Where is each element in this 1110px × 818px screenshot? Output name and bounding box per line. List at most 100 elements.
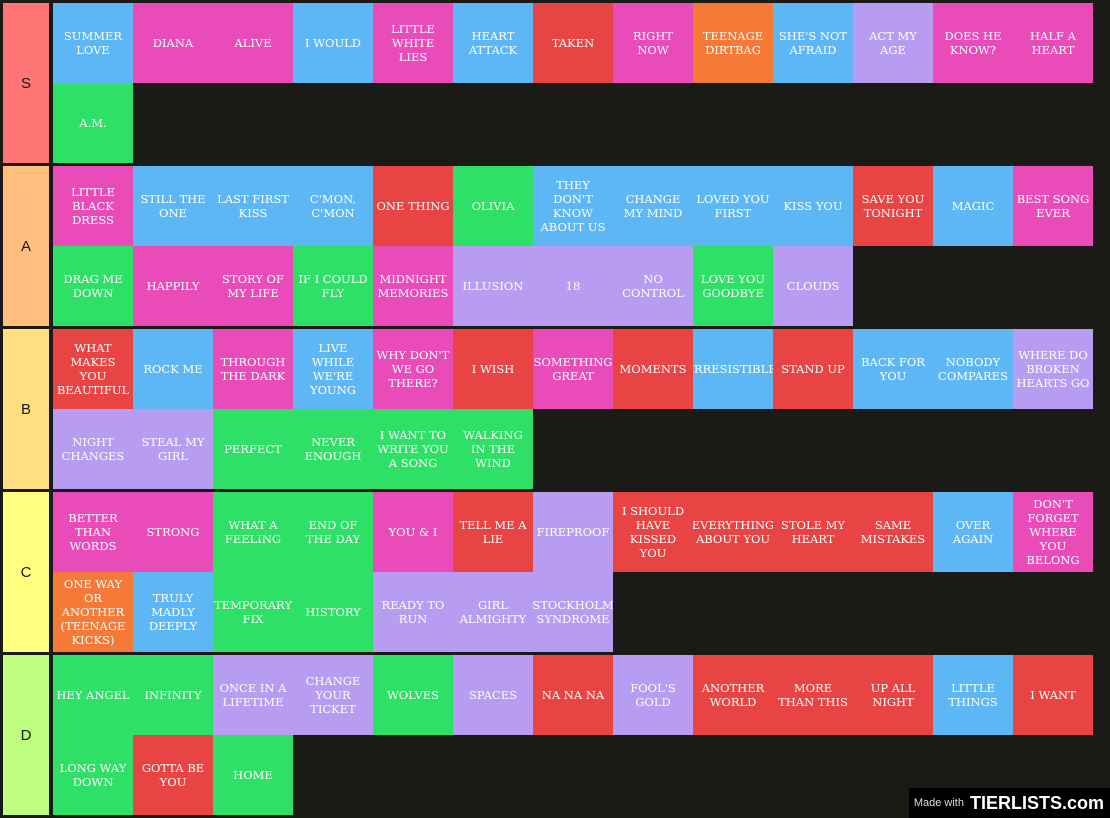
tier-item[interactable]: TEMPORARY FIX bbox=[213, 572, 293, 652]
tier-item[interactable]: BEST SONG EVER bbox=[1013, 166, 1093, 246]
tier-item[interactable]: ROCK ME bbox=[133, 329, 213, 409]
tier-item[interactable]: WALKING IN THE WIND bbox=[453, 409, 533, 489]
tier-item[interactable]: DIANA bbox=[133, 3, 213, 83]
tier-item[interactable]: STILL THE ONE bbox=[133, 166, 213, 246]
tier-item[interactable]: STAND UP bbox=[773, 329, 853, 409]
tier-item[interactable]: I WOULD bbox=[293, 3, 373, 83]
tier-item[interactable]: UP ALL NIGHT bbox=[853, 655, 933, 735]
tier-label-c[interactable]: C bbox=[3, 492, 49, 652]
tier-item[interactable]: LONG WAY DOWN bbox=[53, 735, 133, 815]
tier-item[interactable]: RIGHT NOW bbox=[613, 3, 693, 83]
tier-item[interactable]: TRULY MADLY DEEPLY bbox=[133, 572, 213, 652]
tier-item[interactable]: KISS YOU bbox=[773, 166, 853, 246]
tier-item[interactable]: LIVE WHILE WE'RE YOUNG bbox=[293, 329, 373, 409]
tier-item[interactable]: SAME MISTAKES bbox=[853, 492, 933, 572]
tier-item[interactable]: HEART ATTACK bbox=[453, 3, 533, 83]
tier-item[interactable]: OVER AGAIN bbox=[933, 492, 1013, 572]
tier-item[interactable]: ONE WAY OR ANOTHER (TEENAGE KICKS) bbox=[53, 572, 133, 652]
tier-item[interactable]: IF I COULD FLY bbox=[293, 246, 373, 326]
tier-item[interactable]: C'MON, C'MON bbox=[293, 166, 373, 246]
tier-item[interactable]: TAKEN bbox=[533, 3, 613, 83]
tier-item[interactable]: SAVE YOU TONIGHT bbox=[853, 166, 933, 246]
tier-item[interactable]: STOLE MY HEART bbox=[773, 492, 853, 572]
tier-item[interactable]: WOLVES bbox=[373, 655, 453, 735]
tier-item[interactable]: HISTORY bbox=[293, 572, 373, 652]
tier-label-s[interactable]: S bbox=[3, 3, 49, 163]
tier-items-a: LITTLE BLACK DRESS STILL THE ONE LAST FIRS… bbox=[53, 166, 1093, 326]
tier-item[interactable]: LOVE YOU GOODBYE bbox=[693, 246, 773, 326]
tier-item[interactable]: WHY DON'T WE GO THERE? bbox=[373, 329, 453, 409]
tier-item[interactable]: CHANGE MY MIND bbox=[613, 166, 693, 246]
tier-item[interactable]: WHERE DO BROKEN HEARTS GO bbox=[1013, 329, 1093, 409]
tier-item[interactable]: SHE'S NOT AFRAID bbox=[773, 3, 853, 83]
tier-item[interactable]: SPACES bbox=[453, 655, 533, 735]
tier-item[interactable]: WHAT A FEELING bbox=[213, 492, 293, 572]
tier-row-s: S SUMMER LOVE DIANA ALIVE I WOULD LITTLE WHIT… bbox=[0, 3, 1095, 163]
tier-item[interactable]: DOES HE KNOW? bbox=[933, 3, 1013, 83]
tier-item[interactable]: ALIVE bbox=[213, 3, 293, 83]
tier-item[interactable]: ACT MY AGE bbox=[853, 3, 933, 83]
tier-item[interactable]: HEY ANGEL bbox=[53, 655, 133, 735]
tier-item[interactable]: LOVED YOU FIRST bbox=[693, 166, 773, 246]
tier-item[interactable]: STRONG bbox=[133, 492, 213, 572]
tier-item[interactable]: CHANGE YOUR TICKET bbox=[293, 655, 373, 735]
tier-item[interactable]: MORE THAN THIS bbox=[773, 655, 853, 735]
tier-item[interactable]: I WISH bbox=[453, 329, 533, 409]
tier-item[interactable]: NA NA NA bbox=[533, 655, 613, 735]
tier-item[interactable]: SOMETHING GREAT bbox=[533, 329, 613, 409]
tier-item[interactable]: SUMMER LOVE bbox=[53, 3, 133, 83]
tier-item[interactable]: NEVER ENOUGH bbox=[293, 409, 373, 489]
tier-item[interactable]: IRRESISTIBLE bbox=[693, 329, 773, 409]
tier-item[interactable]: FOOL'S GOLD bbox=[613, 655, 693, 735]
tier-item[interactable]: HOME bbox=[213, 735, 293, 815]
tier-label-a[interactable]: A bbox=[3, 166, 49, 326]
tier-item[interactable]: ILLUSION bbox=[453, 246, 533, 326]
tier-item[interactable]: CLOUDS bbox=[773, 246, 853, 326]
tier-item[interactable]: LITTLE THINGS bbox=[933, 655, 1013, 735]
tier-item[interactable]: TELL ME A LIE bbox=[453, 492, 533, 572]
tier-item[interactable]: 18 bbox=[533, 246, 613, 326]
tier-item[interactable]: BACK FOR YOU bbox=[853, 329, 933, 409]
tier-item[interactable]: WHAT MAKES YOU BEAUTIFUL bbox=[53, 329, 133, 409]
tier-item[interactable]: A.M. bbox=[53, 83, 133, 163]
tier-item[interactable]: MIDNIGHT MEMORIES bbox=[373, 246, 453, 326]
tier-item[interactable]: EVERYTHING ABOUT YOU bbox=[693, 492, 773, 572]
tier-item[interactable]: END OF THE DAY bbox=[293, 492, 373, 572]
tier-item[interactable]: LITTLE WHITE LIES bbox=[373, 3, 453, 83]
tier-item[interactable]: DON'T FORGET WHERE YOU BELONG bbox=[1013, 492, 1093, 572]
tier-item[interactable]: GIRL ALMIGHTY bbox=[453, 572, 533, 652]
tier-item[interactable]: NIGHT CHANGES bbox=[53, 409, 133, 489]
tier-label-d[interactable]: D bbox=[3, 655, 49, 815]
tier-item[interactable]: NO CONTROL bbox=[613, 246, 693, 326]
tier-item[interactable]: YOU & I bbox=[373, 492, 453, 572]
tier-item[interactable]: ANOTHER WORLD bbox=[693, 655, 773, 735]
tier-item[interactable]: MOMENTS bbox=[613, 329, 693, 409]
tier-item[interactable]: STORY OF MY LIFE bbox=[213, 246, 293, 326]
tier-item[interactable]: FIREPROOF bbox=[533, 492, 613, 572]
tier-item[interactable]: READY TO RUN bbox=[373, 572, 453, 652]
tier-item[interactable]: HAPPILY bbox=[133, 246, 213, 326]
watermark[interactable]: Made with TIERLISTS.com bbox=[909, 788, 1110, 818]
tier-item[interactable]: INFINITY bbox=[133, 655, 213, 735]
tier-item[interactable]: I WANT bbox=[1013, 655, 1093, 735]
tier-item[interactable]: NOBODY COMPARES bbox=[933, 329, 1013, 409]
tier-item[interactable]: TEENAGE DIRTBAG bbox=[693, 3, 773, 83]
tier-item[interactable]: HALF A HEART bbox=[1013, 3, 1093, 83]
tier-item[interactable]: LAST FIRST KISS bbox=[213, 166, 293, 246]
tier-item[interactable]: THEY DON'T KNOW ABOUT US bbox=[533, 166, 613, 246]
tier-item[interactable]: DRAG ME DOWN bbox=[53, 246, 133, 326]
tier-item[interactable]: MAGIC bbox=[933, 166, 1013, 246]
tier-item[interactable]: STOCKHOLM SYNDROME bbox=[533, 572, 613, 652]
tier-item[interactable]: LITTLE BLACK DRESS bbox=[53, 166, 133, 246]
tier-item[interactable]: OLIVIA bbox=[453, 166, 533, 246]
tier-item[interactable]: STEAL MY GIRL bbox=[133, 409, 213, 489]
tier-item[interactable]: I WANT TO WRITE YOU A SONG bbox=[373, 409, 453, 489]
tier-item[interactable]: ONE THING bbox=[373, 166, 453, 246]
tier-item[interactable]: ONCE IN A LIFETIME bbox=[213, 655, 293, 735]
tier-item[interactable]: PERFECT bbox=[213, 409, 293, 489]
tier-item[interactable]: BETTER THAN WORDS bbox=[53, 492, 133, 572]
tier-label-b[interactable]: B bbox=[3, 329, 49, 489]
tier-item[interactable]: GOTTA BE YOU bbox=[133, 735, 213, 815]
tier-item[interactable]: THROUGH THE DARK bbox=[213, 329, 293, 409]
tier-item[interactable]: I SHOULD HAVE KISSED YOU bbox=[613, 492, 693, 572]
